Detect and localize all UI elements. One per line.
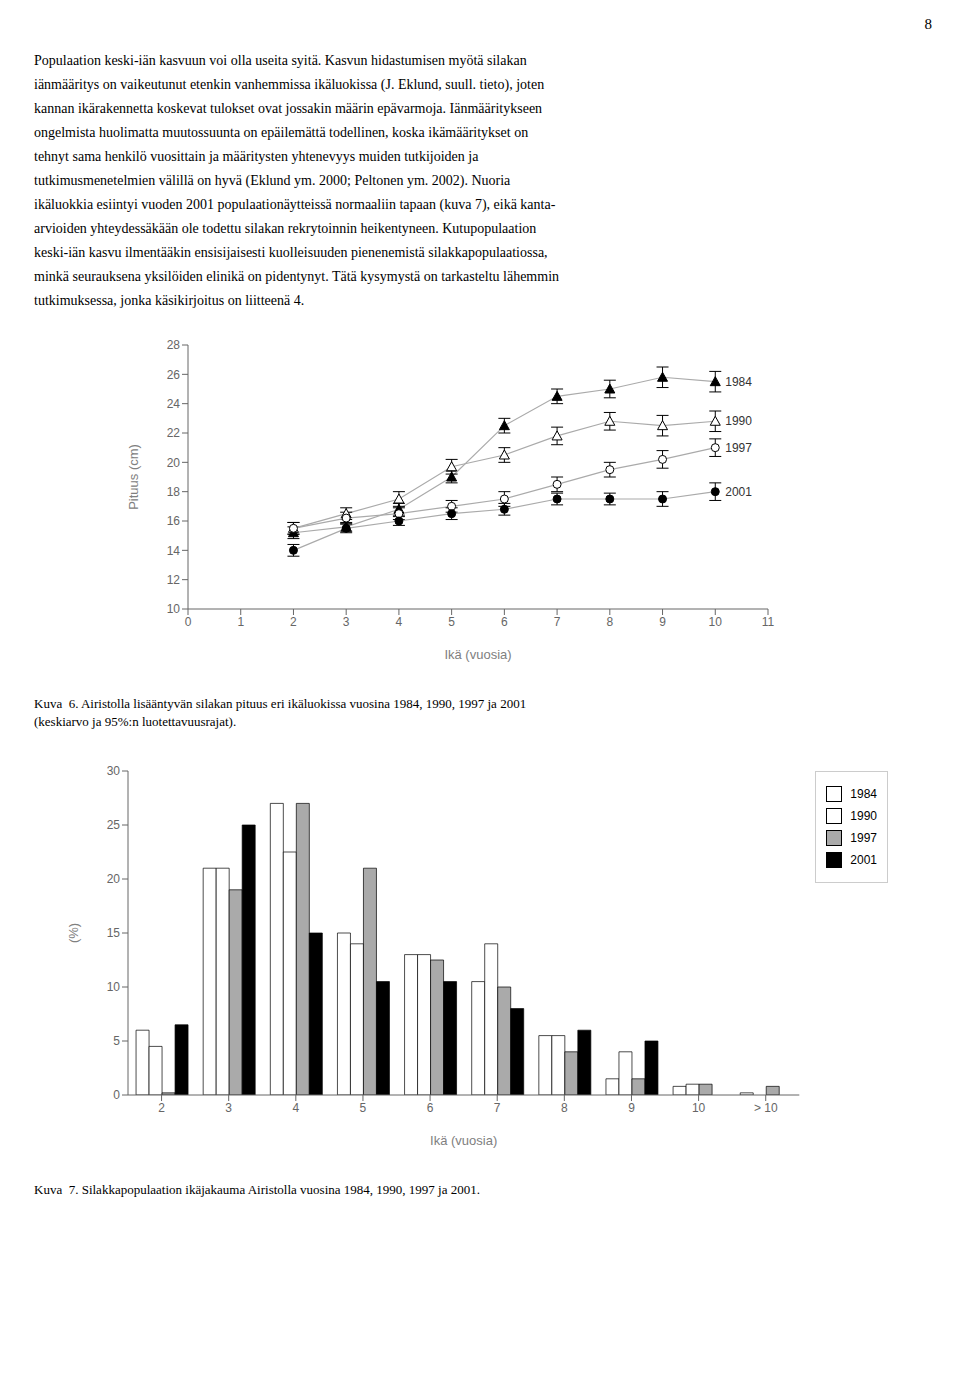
svg-text:6: 6 <box>427 1101 434 1115</box>
svg-text:20: 20 <box>167 456 181 470</box>
html-text:tehnyt sama henkilö vuosittain: tehnyt sama henkilö vuosittain ja määrit… <box>34 149 479 164</box>
html-text:2001: 2001 <box>850 853 877 867</box>
svg-text:4: 4 <box>396 615 403 629</box>
html-text:ikäluokkia esiintyi vuoden 200: ikäluokkia esiintyi vuoden 2001 populaat… <box>34 197 556 212</box>
svg-text:20: 20 <box>107 872 121 886</box>
html-text:kannan ikärakennetta koskevat: kannan ikärakennetta koskevat tulokset o… <box>34 101 543 116</box>
svg-text:12: 12 <box>167 573 181 587</box>
svg-text:25: 25 <box>107 818 121 832</box>
html-text:Populaation keski-iän kasvuun: Populaation keski-iän kasvuun voi olla u… <box>34 53 527 68</box>
svg-text:16: 16 <box>167 514 181 528</box>
svg-text:28: 28 <box>167 338 181 352</box>
svg-text:7: 7 <box>494 1101 501 1115</box>
html-text:arvioiden yhteydessäkään ole t: arvioiden yhteydessäkään ole todettu sil… <box>34 221 537 236</box>
html-text:ongelmista huolimatta muutossu: ongelmista huolimatta muutossuunta on ep… <box>34 125 529 140</box>
html-text:Kuva 7. Silakkapopulaation ikä: Kuva 7. Silakkapopulaation ikäjakauma Ai… <box>34 1182 480 1197</box>
svg-text:11: 11 <box>762 615 775 629</box>
svg-text:5: 5 <box>360 1101 367 1115</box>
svg-text:0: 0 <box>113 1088 120 1102</box>
svg-text:2: 2 <box>290 615 297 629</box>
html-text:8: 8 <box>924 16 932 32</box>
svg-text:1: 1 <box>237 615 244 629</box>
svg-text:5: 5 <box>448 615 455 629</box>
svg-text:10: 10 <box>692 1101 706 1115</box>
svg-text:30: 30 <box>107 764 121 778</box>
svg-text:3: 3 <box>225 1101 232 1115</box>
svg-text:> 10: > 10 <box>754 1101 778 1115</box>
svg-text:9: 9 <box>659 615 666 629</box>
svg-text:3: 3 <box>343 615 350 629</box>
html-text:minkä seurauksena yksilöiden e: minkä seurauksena yksilöiden elinikä on … <box>34 269 559 284</box>
html-text:1990: 1990 <box>850 809 877 823</box>
html-text:(keskiarvo ja 95%:n luotettavu: (keskiarvo ja 95%:n luotettavuusrajat). <box>34 714 237 729</box>
svg-text:8: 8 <box>606 615 613 629</box>
svg-text:26: 26 <box>167 368 181 382</box>
svg-text:1990: 1990 <box>725 414 752 428</box>
svg-text:14: 14 <box>167 544 181 558</box>
svg-text:9: 9 <box>628 1101 635 1115</box>
svg-text:4: 4 <box>292 1101 299 1115</box>
svg-text:5: 5 <box>113 1034 120 1048</box>
svg-text:2001: 2001 <box>725 485 752 499</box>
svg-text:10: 10 <box>167 602 181 616</box>
html-text:1997: 1997 <box>850 831 877 845</box>
svg-text:2: 2 <box>158 1101 165 1115</box>
svg-text:(%): (%) <box>66 923 81 943</box>
html-text:1984: 1984 <box>850 787 877 801</box>
html-text:iänmääritys on vaikeutunut ete: iänmääritys on vaikeutunut etenkin vanhe… <box>34 77 545 92</box>
html-text:tutkimuksessa, jonka käsikirjo: tutkimuksessa, jonka käsikirjoitus on li… <box>34 293 305 308</box>
svg-text:10: 10 <box>107 980 121 994</box>
html-text:keski-iän kasvu ilmentääkin en: keski-iän kasvu ilmentääkin ensisijaises… <box>34 245 548 260</box>
svg-text:8: 8 <box>561 1101 568 1115</box>
svg-text:15: 15 <box>107 926 121 940</box>
svg-text:7: 7 <box>554 615 561 629</box>
html-text:tutkimusmenetelmien välillä on: tutkimusmenetelmien välillä on hyvä (Ekl… <box>34 173 511 188</box>
svg-text:Ikä (vuosia): Ikä (vuosia) <box>444 647 511 662</box>
svg-text:1997: 1997 <box>725 441 752 455</box>
svg-text:24: 24 <box>167 397 181 411</box>
svg-text:1984: 1984 <box>725 375 752 389</box>
svg-text:Pituus (cm): Pituus (cm) <box>126 444 141 510</box>
svg-text:18: 18 <box>167 485 181 499</box>
svg-text:0: 0 <box>185 615 192 629</box>
svg-text:6: 6 <box>501 615 508 629</box>
svg-text:10: 10 <box>709 615 723 629</box>
svg-text:Ikä (vuosia): Ikä (vuosia) <box>430 1133 497 1148</box>
svg-text:22: 22 <box>167 426 181 440</box>
html-text:Kuva 6. Airistolla lisääntyvän: Kuva 6. Airistolla lisääntyvän silakan p… <box>34 696 527 711</box>
